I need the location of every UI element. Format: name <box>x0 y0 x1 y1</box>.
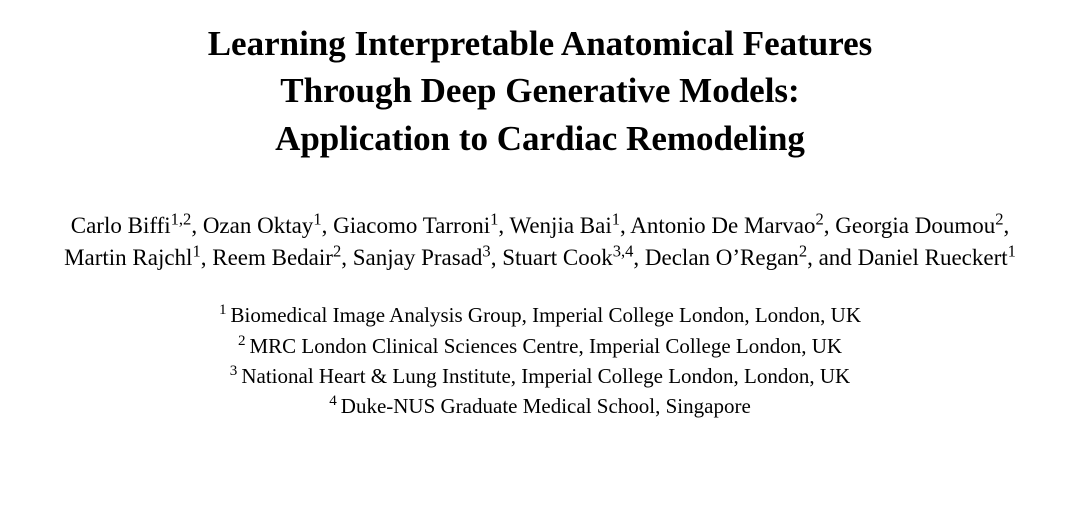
author-separator: , <box>498 213 509 238</box>
author-separator: , <box>824 213 836 238</box>
affiliation-number: 1 <box>219 302 227 318</box>
author-name: Ozan Oktay <box>203 213 314 238</box>
author-name: Wenjia Bai <box>509 213 611 238</box>
author-name: Giacomo Tarroni <box>333 213 490 238</box>
affiliation-line: 2MRC London Clinical Sciences Centre, Im… <box>50 331 1030 361</box>
author-affil-sup: 1 <box>1008 241 1016 260</box>
author-separator: , and <box>807 245 857 270</box>
author-affil-sup: 3,4 <box>613 241 634 260</box>
author-affil-sup: 2 <box>816 209 824 228</box>
author-affil-sup: 2 <box>799 241 807 260</box>
affiliation-number: 4 <box>329 393 337 409</box>
affiliation-line: 1Biomedical Image Analysis Group, Imperi… <box>50 300 1030 330</box>
affiliation-list: 1Biomedical Image Analysis Group, Imperi… <box>50 300 1030 422</box>
author-name: Declan O’Regan <box>645 245 799 270</box>
author-affil-sup: 1,2 <box>171 209 192 228</box>
author-separator: , <box>1004 213 1010 238</box>
author-name: Georgia Doumou <box>835 213 995 238</box>
affiliation-text: Biomedical Image Analysis Group, Imperia… <box>231 303 861 327</box>
author-name: Antonio De Marvao <box>630 213 815 238</box>
author-affil-sup: 1 <box>313 209 321 228</box>
affiliation-line: 3National Heart & Lung Institute, Imperi… <box>50 361 1030 391</box>
author-separator: , <box>620 213 630 238</box>
paper-title: Learning Interpretable Anatomical Featur… <box>50 20 1030 162</box>
affiliation-number: 3 <box>230 363 238 379</box>
title-line-2: Through Deep Generative Models: <box>280 71 799 110</box>
author-name: Sanjay Prasad <box>353 245 483 270</box>
author-name: Daniel Rueckert <box>858 245 1008 270</box>
author-affil-sup: 1 <box>612 209 620 228</box>
author-name: Carlo Biffi <box>71 213 171 238</box>
author-separator: , <box>491 245 503 270</box>
title-line-1: Learning Interpretable Anatomical Featur… <box>208 24 873 63</box>
author-separator: , <box>341 245 353 270</box>
author-name: Reem Bedair <box>212 245 333 270</box>
author-separator: , <box>201 245 213 270</box>
affiliation-text: Duke-NUS Graduate Medical School, Singap… <box>341 394 751 418</box>
author-name: Stuart Cook <box>502 245 613 270</box>
affiliation-text: National Heart & Lung Institute, Imperia… <box>241 364 850 388</box>
author-separator: , <box>191 213 203 238</box>
author-affil-sup: 1 <box>192 241 200 260</box>
title-line-3: Application to Cardiac Remodeling <box>275 119 805 158</box>
author-separator: , <box>633 245 645 270</box>
author-list: Carlo Biffi1,2, Ozan Oktay1, Giacomo Tar… <box>50 210 1030 274</box>
author-affil-sup: 3 <box>482 241 490 260</box>
affiliation-number: 2 <box>238 333 246 349</box>
author-name: Martin Rajchl <box>64 245 192 270</box>
author-affil-sup: 2 <box>995 209 1003 228</box>
author-affil-sup: 2 <box>333 241 341 260</box>
affiliation-line: 4Duke-NUS Graduate Medical School, Singa… <box>50 391 1030 421</box>
affiliation-text: MRC London Clinical Sciences Centre, Imp… <box>250 334 843 358</box>
author-separator: , <box>322 213 334 238</box>
